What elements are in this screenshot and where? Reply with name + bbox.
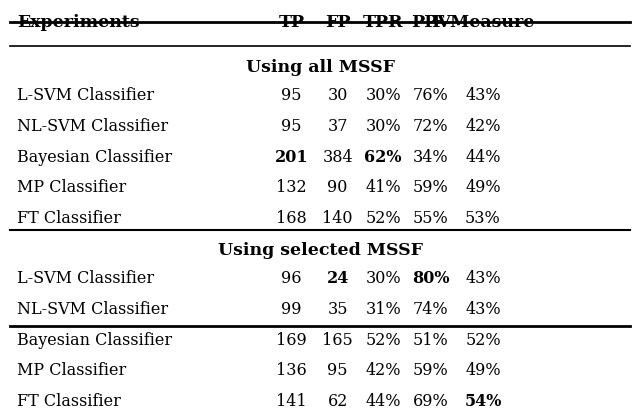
Text: 384: 384 (323, 148, 353, 166)
Text: FP: FP (325, 14, 351, 31)
Text: 52%: 52% (365, 210, 401, 227)
Text: Bayesian Classifier: Bayesian Classifier (17, 332, 172, 349)
Text: FT Classifier: FT Classifier (17, 210, 121, 227)
Text: 30%: 30% (365, 118, 401, 135)
Text: 44%: 44% (465, 148, 500, 166)
Text: 42%: 42% (465, 118, 500, 135)
Text: 43%: 43% (465, 301, 500, 318)
Text: 59%: 59% (413, 363, 449, 379)
Text: 96: 96 (282, 270, 302, 288)
Text: 132: 132 (276, 179, 307, 196)
Text: 69%: 69% (413, 393, 449, 410)
Text: 52%: 52% (365, 332, 401, 349)
Text: Bayesian Classifier: Bayesian Classifier (17, 148, 172, 166)
Text: 169: 169 (276, 332, 307, 349)
Text: L-SVM Classifier: L-SVM Classifier (17, 270, 154, 288)
Text: 42%: 42% (365, 363, 401, 379)
Text: 90: 90 (328, 179, 348, 196)
Text: 55%: 55% (413, 210, 449, 227)
Text: 95: 95 (328, 363, 348, 379)
Text: 72%: 72% (413, 118, 449, 135)
Text: FT Classifier: FT Classifier (17, 393, 121, 410)
Text: Experiments: Experiments (17, 14, 140, 31)
Text: 51%: 51% (413, 332, 449, 349)
Text: 53%: 53% (465, 210, 501, 227)
Text: 54%: 54% (464, 393, 502, 410)
Text: MP Classifier: MP Classifier (17, 363, 126, 379)
Text: 168: 168 (276, 210, 307, 227)
Text: PPV: PPV (411, 14, 451, 31)
Text: 95: 95 (282, 118, 302, 135)
Text: 141: 141 (276, 393, 307, 410)
Text: 62: 62 (328, 393, 348, 410)
Text: 41%: 41% (365, 179, 401, 196)
Text: 37: 37 (328, 118, 348, 135)
Text: 52%: 52% (465, 332, 500, 349)
Text: 165: 165 (323, 332, 353, 349)
Text: Using selected MSSF: Using selected MSSF (218, 242, 422, 259)
Text: 99: 99 (282, 301, 302, 318)
Text: 24: 24 (326, 270, 349, 288)
Text: 59%: 59% (413, 179, 449, 196)
Text: NL-SVM Classifier: NL-SVM Classifier (17, 301, 168, 318)
Text: 31%: 31% (365, 301, 401, 318)
Text: 43%: 43% (465, 87, 500, 104)
Text: TPR: TPR (363, 14, 403, 31)
Text: 62%: 62% (364, 148, 402, 166)
Text: F-Measure: F-Measure (431, 14, 534, 31)
Text: 30%: 30% (365, 270, 401, 288)
Text: 30%: 30% (365, 87, 401, 104)
Text: 30: 30 (328, 87, 348, 104)
Text: 136: 136 (276, 363, 307, 379)
Text: 80%: 80% (412, 270, 449, 288)
Text: 49%: 49% (465, 363, 500, 379)
Text: 95: 95 (282, 87, 302, 104)
Text: L-SVM Classifier: L-SVM Classifier (17, 87, 154, 104)
Text: 43%: 43% (465, 270, 500, 288)
Text: 140: 140 (323, 210, 353, 227)
Text: 76%: 76% (413, 87, 449, 104)
Text: 74%: 74% (413, 301, 449, 318)
Text: TP: TP (278, 14, 305, 31)
Text: MP Classifier: MP Classifier (17, 179, 126, 196)
Text: 44%: 44% (365, 393, 401, 410)
Text: 201: 201 (275, 148, 308, 166)
Text: NL-SVM Classifier: NL-SVM Classifier (17, 118, 168, 135)
Text: 49%: 49% (465, 179, 500, 196)
Text: 35: 35 (328, 301, 348, 318)
Text: 34%: 34% (413, 148, 449, 166)
Text: Using all MSSF: Using all MSSF (246, 59, 394, 76)
